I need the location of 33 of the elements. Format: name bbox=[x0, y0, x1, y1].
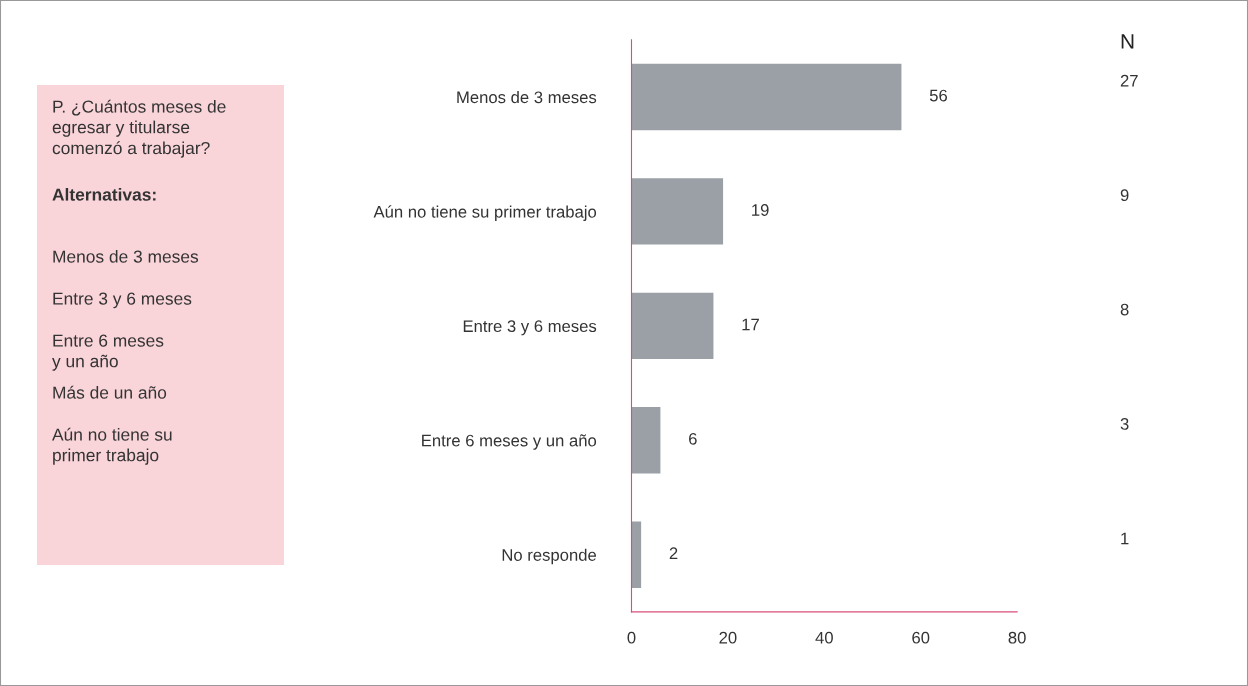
data-label: 6 bbox=[689, 432, 697, 445]
bar bbox=[631, 292, 714, 360]
data-label: 2 bbox=[669, 547, 678, 560]
bar bbox=[631, 407, 661, 474]
text: 27 bbox=[1120, 74, 1138, 87]
y-tick-label: Entre 6 meses y un año bbox=[422, 434, 597, 450]
text: 8 bbox=[1120, 303, 1129, 316]
text: Más de un año bbox=[53, 385, 167, 399]
data-label: 56 bbox=[929, 89, 948, 102]
x-tick-label: 40 bbox=[815, 631, 833, 644]
data-label: 17 bbox=[742, 318, 759, 331]
x-tick-label: 20 bbox=[719, 631, 737, 644]
text: Aún no tiene su primer trabajo bbox=[52, 427, 172, 465]
bar bbox=[631, 178, 724, 245]
text: Menos de 3 meses bbox=[53, 250, 199, 263]
data-label: 19 bbox=[752, 204, 769, 216]
text: 1 bbox=[1121, 532, 1129, 545]
text: 9 bbox=[1120, 189, 1129, 202]
y-tick-label: Entre 3 y 6 meses bbox=[463, 320, 597, 336]
x-tick-label: 60 bbox=[912, 631, 930, 644]
text: P. ¿Cuántos meses de egresar y titularse comenzó a trabajar? bbox=[52, 99, 226, 158]
bar bbox=[631, 63, 902, 131]
x-tick-label: 80 bbox=[1008, 631, 1026, 644]
text: 3 bbox=[1120, 418, 1129, 430]
text: Entre 3 y 6 meses bbox=[53, 292, 192, 309]
y-tick-label: Menos de 3 meses bbox=[457, 90, 597, 104]
text: Entre 6 meses y un año bbox=[52, 334, 164, 371]
y-tick-label: No responde bbox=[502, 548, 597, 565]
x-tick-label: 0 bbox=[627, 631, 636, 644]
y-tick-label: Aún no tiene su primer trabajo bbox=[373, 205, 597, 222]
text: Alternativas: bbox=[52, 188, 156, 201]
bar bbox=[631, 521, 642, 588]
text: N bbox=[1121, 34, 1134, 49]
